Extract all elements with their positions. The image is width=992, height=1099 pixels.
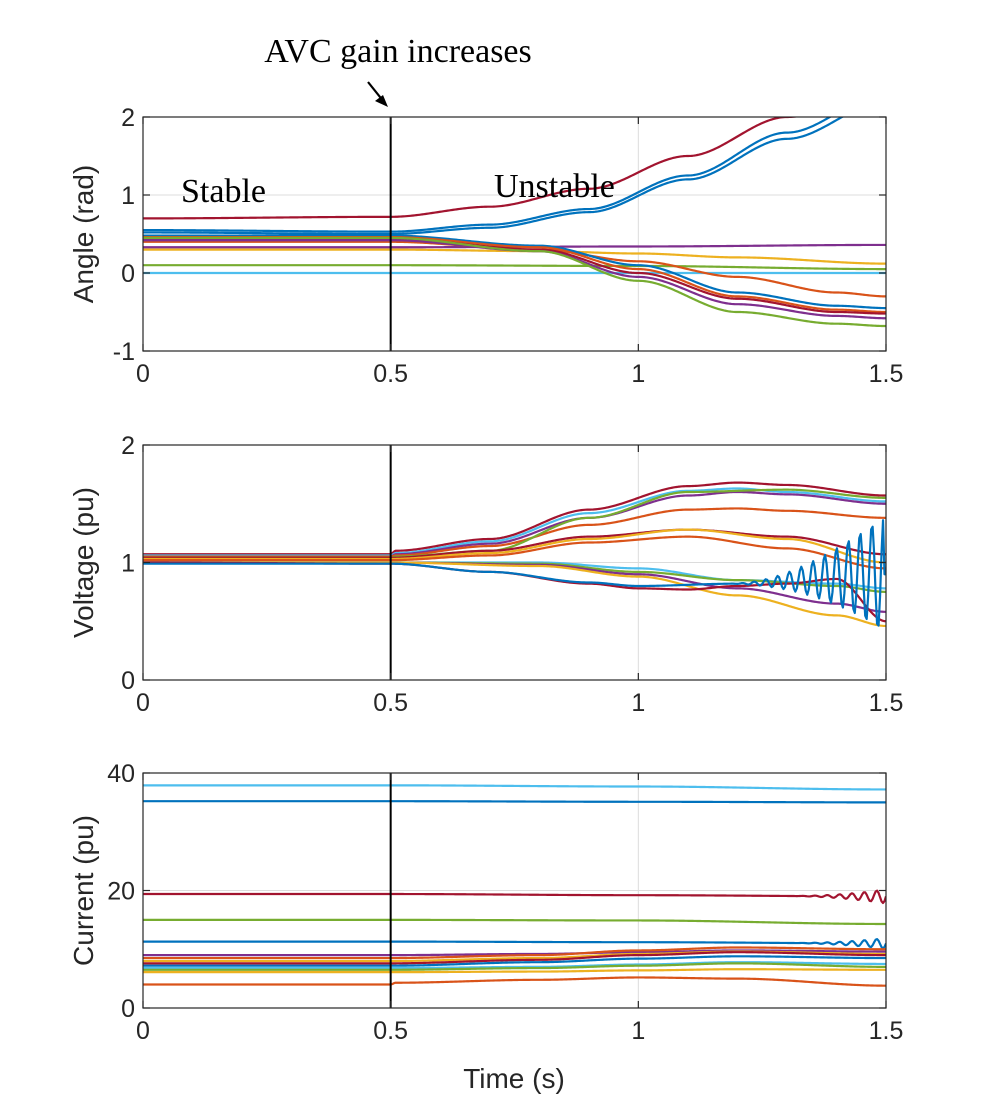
x-tick-label: 0.5 bbox=[373, 689, 408, 717]
annotation-unstable: Unstable bbox=[494, 168, 615, 205]
y-tick-label: 0 bbox=[121, 260, 135, 288]
y-tick-label: 40 bbox=[107, 760, 135, 788]
series-line-12 bbox=[143, 962, 886, 971]
subplot-3: 0 0.5 1 1.5 0 20 40 Current (pu) bbox=[68, 760, 903, 1045]
y-tick-label: 0 bbox=[121, 667, 135, 695]
x-tick-label: 0.5 bbox=[373, 360, 408, 388]
y-axis-label: Current (pu) bbox=[68, 815, 99, 966]
series-line-9 bbox=[143, 951, 886, 965]
series-line-10 bbox=[143, 955, 886, 967]
x-tick-label: 1 bbox=[631, 360, 645, 388]
series-line-1 bbox=[143, 481, 886, 556]
series-line-10 bbox=[143, 561, 886, 593]
x-axis-label: Time (s) bbox=[463, 1063, 565, 1094]
series-line-1 bbox=[143, 117, 801, 220]
series-line-3 bbox=[143, 117, 845, 236]
series-line-11 bbox=[143, 561, 886, 613]
series-line-14 bbox=[143, 976, 886, 987]
y-tick-label: 2 bbox=[121, 432, 135, 460]
y-tick-label: -1 bbox=[113, 338, 135, 366]
arrow-icon bbox=[367, 81, 388, 107]
series-line-6 bbox=[143, 949, 886, 957]
y-axis-label: Voltage (pu) bbox=[68, 487, 99, 638]
x-tick-label: 0 bbox=[136, 360, 150, 388]
series-line-11 bbox=[143, 961, 886, 970]
x-tick-label: 1.5 bbox=[869, 689, 904, 717]
x-tick-label: 0 bbox=[136, 689, 150, 717]
series-line-13 bbox=[143, 561, 886, 623]
y-tick-label: 20 bbox=[107, 878, 135, 906]
x-tick-label: 1 bbox=[631, 1017, 645, 1045]
annotation-event: AVC gain increases bbox=[264, 33, 532, 70]
y-tick-label: 2 bbox=[121, 104, 135, 132]
series-line-3 bbox=[143, 889, 886, 905]
y-tick-label: 1 bbox=[121, 550, 135, 578]
series-line-1 bbox=[143, 784, 886, 791]
y-tick-label: 1 bbox=[121, 182, 135, 210]
x-tick-label: 1.5 bbox=[869, 360, 904, 388]
series-line-13 bbox=[143, 236, 886, 328]
subplot-2: 0 0.5 1 1.5 0 1 2 Voltage (pu) bbox=[68, 432, 903, 717]
series-line-13 bbox=[143, 968, 886, 974]
series-line-8 bbox=[143, 535, 886, 570]
y-tick-label: 0 bbox=[121, 995, 135, 1023]
series-line-5 bbox=[143, 248, 886, 265]
series-line-14 bbox=[143, 519, 886, 627]
series-line-4 bbox=[143, 918, 886, 926]
y-axis-label: Angle (rad) bbox=[68, 165, 99, 304]
x-tick-label: 0.5 bbox=[373, 1017, 408, 1045]
series-line-9 bbox=[143, 234, 886, 310]
x-tick-label: 0 bbox=[136, 1017, 150, 1045]
axes-frame bbox=[142, 116, 887, 352]
series-line-7 bbox=[143, 528, 886, 564]
series-line-6 bbox=[143, 264, 886, 271]
series-line-4 bbox=[143, 507, 886, 558]
x-tick-label: 1 bbox=[631, 689, 645, 717]
series-line-2 bbox=[143, 117, 833, 233]
series-line-2 bbox=[143, 800, 886, 804]
x-tick-label: 1.5 bbox=[869, 1017, 904, 1045]
annotation-stable: Stable bbox=[181, 173, 266, 210]
series-line-7 bbox=[143, 946, 886, 960]
series-line-5 bbox=[143, 937, 886, 950]
series-line-6 bbox=[143, 528, 886, 559]
